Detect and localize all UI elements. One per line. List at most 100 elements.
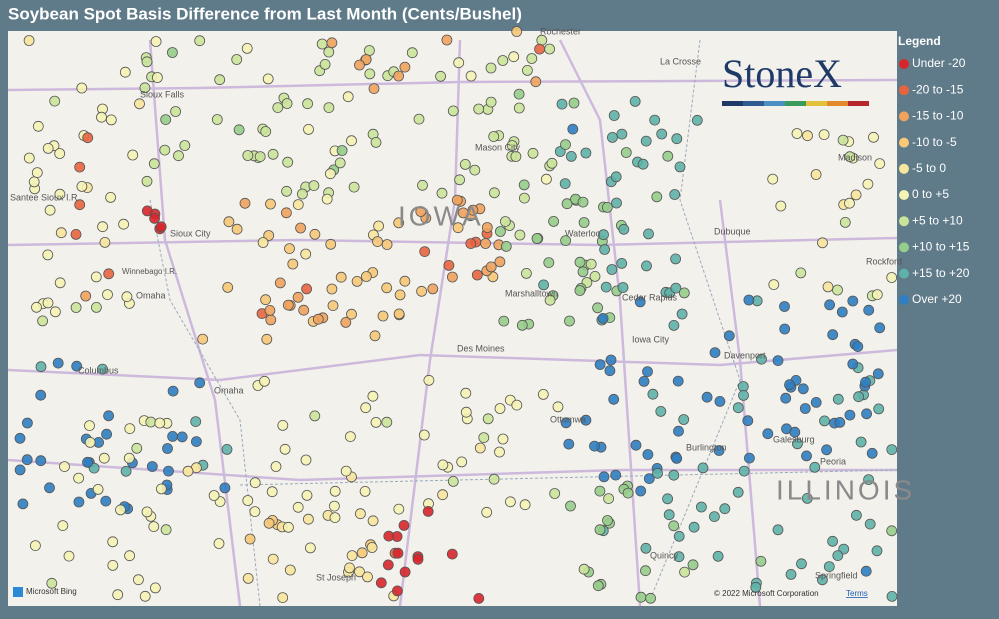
- map-point[interactable]: [832, 284, 843, 296]
- map-point[interactable]: [327, 300, 339, 312]
- map-point[interactable]: [264, 304, 276, 316]
- map-point[interactable]: [28, 176, 40, 188]
- map-point[interactable]: [784, 379, 795, 391]
- map-point[interactable]: [149, 582, 161, 594]
- map-point[interactable]: [592, 302, 603, 314]
- map-point[interactable]: [73, 496, 85, 508]
- map-point[interactable]: [366, 542, 378, 553]
- map-point[interactable]: [52, 357, 64, 369]
- map-point[interactable]: [260, 126, 272, 137]
- map-point[interactable]: [637, 158, 649, 170]
- map-point[interactable]: [488, 473, 500, 485]
- map-point[interactable]: [32, 120, 44, 132]
- map-point[interactable]: [607, 131, 618, 143]
- map-point[interactable]: [598, 471, 610, 483]
- map-point[interactable]: [732, 402, 744, 414]
- map-point[interactable]: [362, 571, 373, 583]
- map-point[interactable]: [211, 114, 223, 125]
- map-point[interactable]: [796, 558, 807, 570]
- map-point[interactable]: [452, 222, 464, 234]
- map-point[interactable]: [35, 361, 47, 373]
- map-point[interactable]: [280, 207, 292, 219]
- map-point[interactable]: [105, 114, 117, 126]
- map-point[interactable]: [691, 114, 703, 126]
- map-point[interactable]: [855, 436, 867, 448]
- map-point[interactable]: [578, 217, 590, 228]
- map-point[interactable]: [150, 36, 162, 47]
- map-point[interactable]: [516, 319, 528, 331]
- map-point[interactable]: [500, 240, 512, 252]
- map-point[interactable]: [368, 83, 380, 94]
- map-point[interactable]: [441, 34, 453, 46]
- map-point[interactable]: [559, 178, 571, 190]
- map-point[interactable]: [651, 191, 663, 203]
- map-point[interactable]: [494, 403, 506, 414]
- map-point[interactable]: [82, 456, 93, 468]
- map-point[interactable]: [446, 548, 458, 560]
- map-point[interactable]: [832, 550, 844, 561]
- map-point[interactable]: [422, 505, 434, 517]
- map-point[interactable]: [298, 304, 310, 316]
- map-point[interactable]: [46, 577, 58, 589]
- map-point[interactable]: [23, 35, 35, 46]
- map-point[interactable]: [282, 521, 294, 533]
- map-point[interactable]: [303, 123, 314, 135]
- map-point[interactable]: [604, 365, 616, 377]
- map-point[interactable]: [602, 515, 613, 526]
- map-point[interactable]: [837, 134, 849, 146]
- map-point[interactable]: [671, 452, 683, 464]
- map-point[interactable]: [511, 26, 523, 37]
- map-point[interactable]: [103, 268, 115, 280]
- map-point[interactable]: [851, 509, 862, 521]
- map-point[interactable]: [785, 569, 797, 580]
- map-point[interactable]: [886, 444, 898, 456]
- map-point[interactable]: [789, 426, 801, 438]
- map-point[interactable]: [567, 123, 579, 135]
- map-point[interactable]: [391, 585, 403, 597]
- map-point[interactable]: [521, 267, 532, 279]
- map-point[interactable]: [688, 521, 700, 533]
- map-point[interactable]: [446, 271, 458, 283]
- map-point[interactable]: [326, 37, 338, 49]
- map-point[interactable]: [301, 489, 313, 501]
- map-point[interactable]: [610, 171, 622, 183]
- map-point[interactable]: [369, 330, 381, 342]
- map-point[interactable]: [393, 70, 405, 82]
- map-point[interactable]: [809, 461, 821, 473]
- map-point[interactable]: [173, 150, 184, 162]
- map-point[interactable]: [166, 47, 178, 58]
- map-point[interactable]: [382, 559, 394, 571]
- map-point[interactable]: [601, 201, 613, 213]
- map-point[interactable]: [874, 158, 886, 170]
- map-point[interactable]: [107, 560, 119, 571]
- map-point[interactable]: [74, 199, 86, 211]
- map-point[interactable]: [354, 508, 366, 520]
- map-point[interactable]: [460, 406, 472, 418]
- map-point[interactable]: [194, 35, 206, 47]
- map-point[interactable]: [844, 197, 855, 209]
- map-point[interactable]: [791, 128, 803, 139]
- map-point[interactable]: [834, 416, 846, 428]
- map-point[interactable]: [105, 191, 116, 203]
- map-point[interactable]: [265, 198, 276, 210]
- map-point[interactable]: [124, 550, 136, 562]
- map-point[interactable]: [148, 158, 160, 170]
- map-point[interactable]: [308, 180, 320, 192]
- map-point[interactable]: [678, 287, 690, 299]
- map-point[interactable]: [233, 124, 245, 136]
- map-point[interactable]: [416, 285, 428, 297]
- map-point[interactable]: [494, 446, 505, 458]
- map-point[interactable]: [197, 333, 209, 345]
- map-point[interactable]: [131, 442, 143, 454]
- map-point[interactable]: [676, 308, 688, 320]
- map-point[interactable]: [519, 192, 530, 204]
- map-point[interactable]: [145, 416, 157, 428]
- map-point[interactable]: [44, 482, 55, 494]
- map-point[interactable]: [242, 150, 254, 161]
- map-point[interactable]: [817, 237, 828, 249]
- map-point[interactable]: [300, 248, 312, 260]
- map-point[interactable]: [219, 482, 231, 494]
- map-point[interactable]: [418, 429, 430, 441]
- map-point[interactable]: [115, 504, 126, 516]
- map-point[interactable]: [239, 197, 251, 209]
